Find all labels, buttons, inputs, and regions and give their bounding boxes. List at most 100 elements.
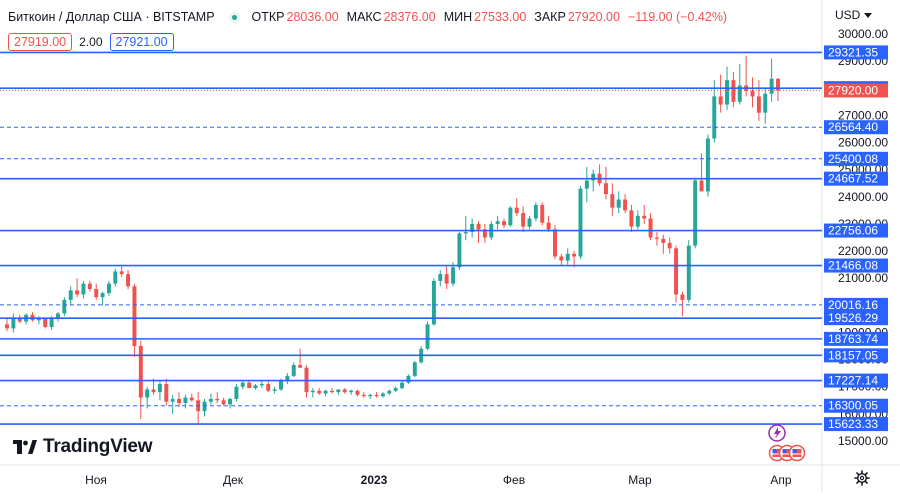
- candle-body[interactable]: [126, 274, 131, 287]
- candle-body[interactable]: [68, 290, 73, 300]
- candle-body[interactable]: [661, 238, 666, 243]
- candle-body[interactable]: [476, 223, 481, 230]
- candle-body[interactable]: [202, 401, 207, 412]
- candle-body[interactable]: [667, 242, 672, 249]
- candle-body[interactable]: [654, 237, 659, 239]
- candle-body[interactable]: [189, 397, 194, 401]
- candle-body[interactable]: [240, 382, 245, 387]
- candle-body[interactable]: [221, 400, 226, 405]
- candle-body[interactable]: [349, 390, 354, 393]
- candle-body[interactable]: [438, 274, 443, 281]
- candle-body[interactable]: [412, 362, 417, 376]
- candle-body[interactable]: [616, 199, 621, 208]
- candle-body[interactable]: [463, 232, 468, 234]
- tradingview-logo[interactable]: TradingView: [13, 436, 153, 458]
- candle-body[interactable]: [100, 293, 105, 298]
- candle-body[interactable]: [36, 318, 41, 321]
- candle-body[interactable]: [731, 80, 736, 102]
- candle-body[interactable]: [380, 393, 385, 397]
- candle-body[interactable]: [756, 96, 761, 113]
- candle-body[interactable]: [725, 80, 730, 105]
- candle-body[interactable]: [170, 398, 175, 402]
- candle-body[interactable]: [247, 382, 252, 389]
- candle-body[interactable]: [502, 221, 506, 226]
- candle-body[interactable]: [368, 394, 373, 397]
- candle-body[interactable]: [572, 253, 577, 257]
- candle-body[interactable]: [642, 215, 647, 219]
- candle-body[interactable]: [578, 188, 583, 257]
- candle-body[interactable]: [298, 365, 303, 368]
- market-status-icon[interactable]: [228, 11, 240, 23]
- candle-body[interactable]: [737, 85, 742, 102]
- candle-body[interactable]: [674, 248, 679, 295]
- candle-body[interactable]: [145, 389, 150, 398]
- currency-selector[interactable]: USD: [835, 8, 873, 22]
- candle-body[interactable]: [648, 218, 653, 238]
- candle-body[interactable]: [393, 388, 398, 391]
- candle-body[interactable]: [253, 385, 258, 389]
- candle-body[interactable]: [234, 386, 239, 399]
- candle-body[interactable]: [712, 96, 717, 139]
- candle-body[interactable]: [285, 375, 290, 380]
- candle-body[interactable]: [342, 389, 347, 393]
- candle-body[interactable]: [686, 245, 691, 300]
- candle-body[interactable]: [521, 213, 526, 227]
- candle-body[interactable]: [705, 138, 710, 192]
- candle-body[interactable]: [699, 180, 704, 192]
- candle-body[interactable]: [336, 389, 341, 393]
- candle-body[interactable]: [718, 96, 723, 105]
- candle-body[interactable]: [425, 324, 430, 349]
- candle-body[interactable]: [603, 183, 608, 195]
- candle-body[interactable]: [49, 317, 54, 328]
- candle-body[interactable]: [565, 253, 570, 261]
- candle-body[interactable]: [406, 375, 411, 383]
- candle-body[interactable]: [87, 283, 92, 290]
- candle-body[interactable]: [119, 271, 124, 275]
- candle-body[interactable]: [533, 204, 538, 219]
- candle-body[interactable]: [495, 221, 500, 224]
- candle-body[interactable]: [310, 390, 315, 393]
- candle-body[interactable]: [431, 280, 436, 325]
- candle-body[interactable]: [444, 274, 449, 284]
- symbol-title[interactable]: Биткоин / Доллар США · BITSTAMP: [8, 10, 215, 24]
- candle-body[interactable]: [81, 283, 86, 295]
- candle-body[interactable]: [259, 384, 264, 386]
- candle-body[interactable]: [470, 223, 475, 233]
- candle-body[interactable]: [208, 398, 213, 402]
- candle-body[interactable]: [113, 271, 118, 284]
- candle-body[interactable]: [508, 207, 513, 226]
- sell-button[interactable]: 27919.00: [8, 33, 73, 51]
- gear-icon[interactable]: [854, 470, 870, 486]
- candle-body[interactable]: [151, 389, 156, 393]
- candle-body[interactable]: [400, 382, 405, 389]
- candle-body[interactable]: [329, 390, 334, 393]
- candle-body[interactable]: [482, 229, 487, 238]
- candle-body[interactable]: [183, 397, 188, 404]
- candle-body[interactable]: [317, 390, 322, 394]
- candle-body[interactable]: [94, 289, 99, 298]
- candle-body[interactable]: [553, 229, 557, 257]
- candle-body[interactable]: [17, 317, 22, 322]
- candle-body[interactable]: [540, 204, 545, 223]
- candle-body[interactable]: [164, 384, 169, 402]
- candle-body[interactable]: [177, 398, 182, 404]
- candle-body[interactable]: [62, 299, 67, 314]
- candle-body[interactable]: [763, 93, 768, 113]
- candle-body[interactable]: [591, 173, 596, 181]
- candle-body[interactable]: [323, 390, 328, 394]
- buy-button[interactable]: 27921.00: [109, 33, 174, 51]
- candle-body[interactable]: [75, 290, 80, 295]
- candle-body[interactable]: [629, 210, 634, 227]
- candle-body[interactable]: [106, 283, 111, 294]
- candle-body[interactable]: [291, 365, 296, 376]
- candle-body[interactable]: [635, 215, 640, 227]
- candle-body[interactable]: [279, 379, 283, 390]
- candle-body[interactable]: [527, 218, 532, 227]
- candle-body[interactable]: [680, 294, 685, 300]
- candle-body[interactable]: [138, 346, 143, 398]
- candle-body[interactable]: [750, 90, 755, 97]
- candle-body[interactable]: [355, 390, 360, 395]
- candle-body[interactable]: [43, 318, 48, 328]
- candle-body[interactable]: [693, 180, 698, 246]
